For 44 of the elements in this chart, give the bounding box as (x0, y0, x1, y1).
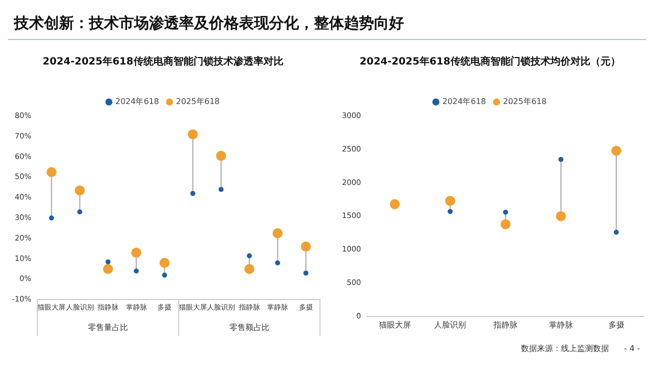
text: 零售额占比 (229, 323, 270, 332)
point (77, 209, 82, 214)
legend-label: 2025年618 (503, 97, 547, 106)
point (390, 199, 400, 210)
x-tick-label: 多摄 (608, 320, 624, 330)
point (188, 129, 198, 140)
point (244, 264, 254, 274)
text: 数据来源：线上监测数据 - 4 - (520, 344, 640, 353)
legend-label: 2024年618 (115, 97, 160, 106)
legend-label: 2025年618 (176, 97, 220, 106)
point (246, 253, 252, 258)
chart-title: 2024-2025年618传统电商智能门锁技术均价对比（元） (360, 56, 620, 68)
point (275, 260, 280, 266)
point (46, 167, 57, 178)
point (445, 196, 456, 206)
point (106, 259, 111, 264)
point (614, 230, 619, 235)
text: 零售量占比 (88, 323, 128, 332)
point (162, 272, 168, 278)
text: 技术创新：技术市场渗透率及价格表现分化，整体趋势向好 (14, 14, 404, 33)
point (272, 228, 283, 238)
point (303, 270, 308, 276)
x-tick-label: 掌静脉 (548, 320, 573, 330)
point (503, 210, 508, 215)
point (218, 186, 224, 192)
point (103, 264, 114, 274)
legend-label: 2024年618 (442, 97, 486, 106)
point (134, 268, 139, 274)
point (300, 242, 311, 252)
x-tick-label: 指静脉 (492, 320, 518, 330)
point (500, 219, 511, 230)
point (448, 209, 453, 214)
point (131, 248, 142, 258)
point (190, 191, 196, 196)
point (49, 216, 54, 220)
point (216, 150, 226, 161)
x-tick-label: 人脸识别 (434, 320, 466, 330)
point (558, 156, 564, 162)
point (160, 258, 170, 268)
point (74, 185, 85, 196)
point (556, 211, 566, 222)
x-tick-label: 猫眼大屏 (378, 320, 411, 330)
chart-title: 2024-2025年618传统电商智能门锁技术渗透率对比 (42, 56, 284, 68)
point (611, 146, 622, 156)
